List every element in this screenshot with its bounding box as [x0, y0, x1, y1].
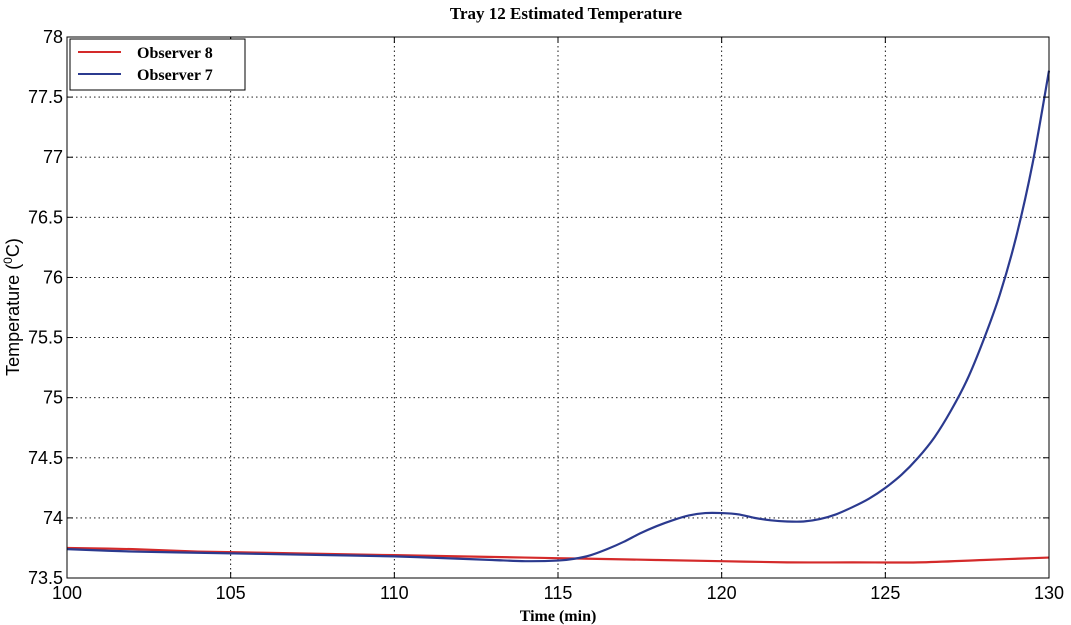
x-axis-label: Time (min): [520, 608, 597, 625]
legend-label-observer-7: Observer 7: [137, 67, 213, 84]
legend-label-observer-8: Observer 8: [137, 45, 213, 62]
x-tick-label: 120: [707, 583, 737, 603]
y-tick-label: 74.5: [28, 448, 63, 468]
x-tick-label: 125: [870, 583, 900, 603]
x-tick-label: 110: [380, 583, 409, 603]
tick-labels: 100 105 110 115 120 125 130 73.5 74 74.5 75 75.5 76 7…: [28, 27, 1064, 603]
y-axis-label: Temperature (0C): [1, 238, 23, 376]
grid-lines: [67, 37, 1049, 578]
y-tick-label: 73.5: [28, 568, 63, 588]
x-tick-label: 105: [216, 583, 246, 603]
y-tick-label: 76: [43, 267, 63, 287]
y-axis-label-text: Temperature (: [3, 264, 23, 376]
legend-box: [69, 38, 246, 91]
x-tick-label: 130: [1034, 583, 1064, 603]
x-tick-label: 115: [544, 583, 573, 603]
series-line-observer-7: [66, 70, 1051, 563]
y-tick-label: 75.5: [28, 328, 63, 348]
y-tick-label: 77: [43, 147, 63, 167]
y-tick-label: 77.5: [28, 87, 63, 107]
y-tick-label: 78: [43, 27, 63, 47]
y-tick-label: 75: [43, 388, 63, 408]
chart-title: Tray 12 Estimated Temperature: [450, 4, 683, 23]
legend: Observer 8 Observer 7: [69, 38, 246, 91]
y-axis-label-superscript: 0: [1, 257, 15, 264]
series-line-observer-8: [66, 546, 1050, 564]
y-tick-label: 76.5: [28, 207, 63, 227]
y-tick-label: 74: [43, 508, 63, 528]
y-axis-label-unit: C): [3, 238, 23, 257]
x-tick-label: 100: [52, 583, 82, 603]
series-lines: [66, 70, 1051, 564]
